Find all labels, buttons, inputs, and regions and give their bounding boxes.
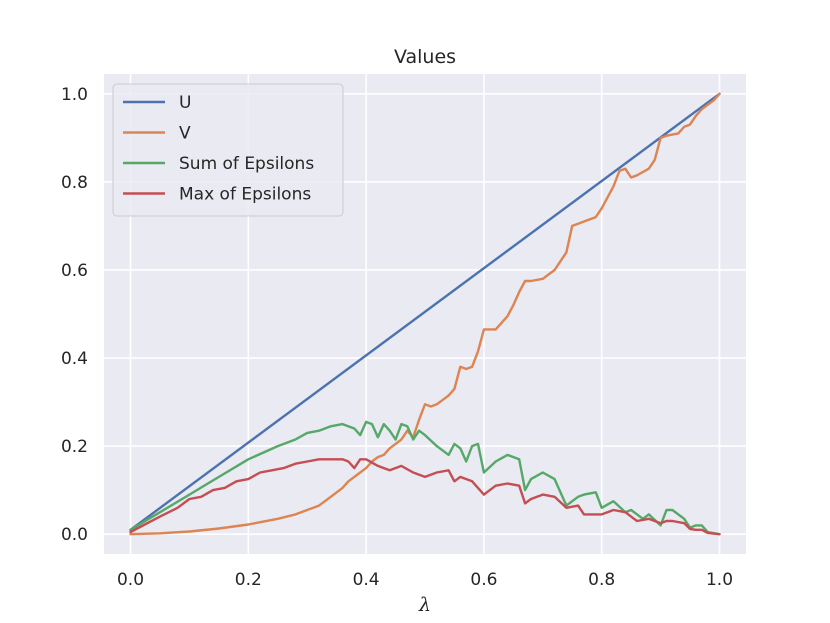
legend-entry-label: U <box>179 93 191 113</box>
legend-entry-label: Sum of Epsilons <box>179 154 314 174</box>
legend-entry-label: V <box>179 124 191 144</box>
y-tick-label: 0.8 <box>61 173 88 193</box>
series-line-u <box>129 92 721 531</box>
x-axis-label: λ <box>418 594 431 616</box>
chart-title: Values <box>394 46 456 68</box>
x-tick-label: 0.8 <box>588 570 615 590</box>
y-tick-label: 0.0 <box>61 525 88 545</box>
x-axis-ticks: 0.0 0.2 0.4 0.6 0.8 1.0 <box>117 570 733 590</box>
legend-entry-label: Max of Epsilons <box>179 185 311 205</box>
x-tick-label: 0.6 <box>470 570 497 590</box>
series-layer <box>129 92 721 536</box>
series-line-sum-of-epsilons <box>129 420 721 536</box>
y-tick-label: 1.0 <box>61 85 88 105</box>
x-tick-label: 0.0 <box>117 570 144 590</box>
y-tick-label: 0.4 <box>61 349 88 369</box>
y-tick-label: 0.2 <box>61 437 88 457</box>
y-axis-ticks: 0.0 0.2 0.4 0.6 0.8 1.0 <box>61 85 88 545</box>
x-tick-label: 0.2 <box>235 570 262 590</box>
legend: UV Sum of Epsilons Max of Epsilons <box>112 83 344 217</box>
x-tick-label: 0.4 <box>353 570 380 590</box>
y-tick-label: 0.6 <box>61 261 88 281</box>
grid-lines <box>104 74 746 554</box>
legend-frame <box>112 83 344 217</box>
x-tick-label: 1.0 <box>706 570 733 590</box>
series-line-max-of-epsilons <box>129 458 721 536</box>
series-line-v <box>129 92 721 536</box>
